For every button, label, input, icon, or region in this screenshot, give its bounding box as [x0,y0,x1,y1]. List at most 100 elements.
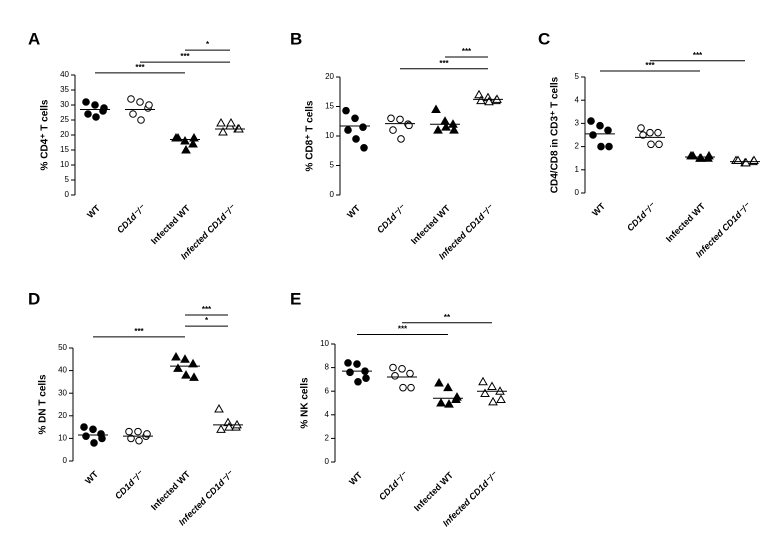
data-point [129,110,137,118]
data-point [441,122,451,131]
data-point [406,369,414,378]
data-point [127,434,135,443]
data-point [214,404,224,413]
y-tick-label: 10 [58,434,67,443]
data-point [354,377,362,386]
data-point [637,124,645,132]
y-tick-label: 0 [330,190,335,199]
data-point [134,427,142,436]
panel-letter: C [538,29,550,48]
y-tick-label: 20 [58,411,67,420]
x-tick-label: Infected WT [149,203,192,246]
data-point [484,96,494,106]
panel-letter: A [28,29,40,48]
data-point [342,106,350,115]
data-point [351,114,359,123]
y-tick-label: 10 [320,339,329,348]
y-tick-label: 4 [325,410,330,419]
data-point [452,392,462,401]
data-point [360,144,368,152]
x-tick-label: CD1d⁻/⁻ [625,200,658,233]
y-tick-label: 40 [60,70,69,79]
data-point [188,138,198,148]
data-point [604,126,612,135]
significance-label: *** [398,325,408,334]
y-tick-label: 5 [575,72,580,81]
y-tick-label: 0 [65,190,70,199]
y-tick-label: 2 [575,142,580,151]
data-point [352,135,360,143]
y-tick-label: 30 [60,100,69,109]
x-tick-label: WT [85,203,102,220]
data-point [389,126,397,134]
significance-label: *** [202,305,212,314]
data-point [444,399,454,408]
data-point [398,364,406,373]
data-point [443,382,453,392]
data-point [143,430,151,438]
y-tick-label: 0 [325,457,330,466]
x-tick-label: WT [83,469,100,486]
data-point [436,397,446,407]
data-point [480,388,490,398]
significance-label: *** [135,63,145,72]
data-point [91,101,99,109]
y-tick-label: 50 [58,343,67,352]
y-tick-label: 10 [60,160,69,169]
data-point [389,363,397,372]
data-point [654,128,662,137]
data-point [647,140,655,149]
data-point [589,131,597,139]
data-point [597,142,605,151]
x-tick-label: CD1d⁻/⁻ [377,469,410,502]
data-point [741,157,751,167]
significance-label: *** [693,51,703,60]
data-point [440,116,450,125]
y-axis-label: % CD8⁺ T cells [305,100,316,171]
y-tick-label: 15 [325,102,334,111]
data-point [189,372,199,381]
data-point [387,114,395,123]
y-axis-label: CD4/CD8 in CD3⁺ T cells [550,76,561,193]
data-point [82,432,90,440]
data-point [434,377,444,387]
data-point [180,354,190,363]
data-point [431,104,441,113]
x-tick-label: CD1d⁻/⁻ [115,202,148,235]
y-tick-label: 1 [575,165,580,174]
data-point [399,383,407,392]
data-point [353,360,361,368]
y-tick-label: 4 [575,95,580,104]
y-tick-label: 20 [60,130,69,139]
data-point [476,95,486,105]
data-point [98,434,106,443]
data-point [605,142,613,151]
panel-letter: D [28,289,40,308]
y-tick-label: 20 [325,72,334,81]
y-tick-label: 0 [575,188,580,197]
significance-label: *** [134,327,144,336]
data-point [359,123,367,131]
data-point [82,98,90,106]
y-axis-label: % NK cells [300,377,311,429]
x-tick-label: WT [590,201,607,218]
data-point [180,135,190,145]
x-tick-label: CD1d⁻/⁻ [375,202,408,235]
data-point [449,125,459,134]
data-point [173,363,183,372]
y-tick-label: 35 [60,85,69,94]
y-tick-label: 30 [58,388,67,397]
data-point [396,115,404,124]
data-point [587,117,595,125]
data-point [639,131,647,139]
data-point [92,113,100,121]
data-point [655,140,663,149]
data-point [90,439,98,447]
panel-letter: B [290,29,302,48]
data-point [474,89,484,99]
y-tick-label: 15 [60,145,69,154]
significance-label: *** [645,61,655,70]
data-point [596,121,604,130]
y-tick-label: 2 [325,434,330,443]
